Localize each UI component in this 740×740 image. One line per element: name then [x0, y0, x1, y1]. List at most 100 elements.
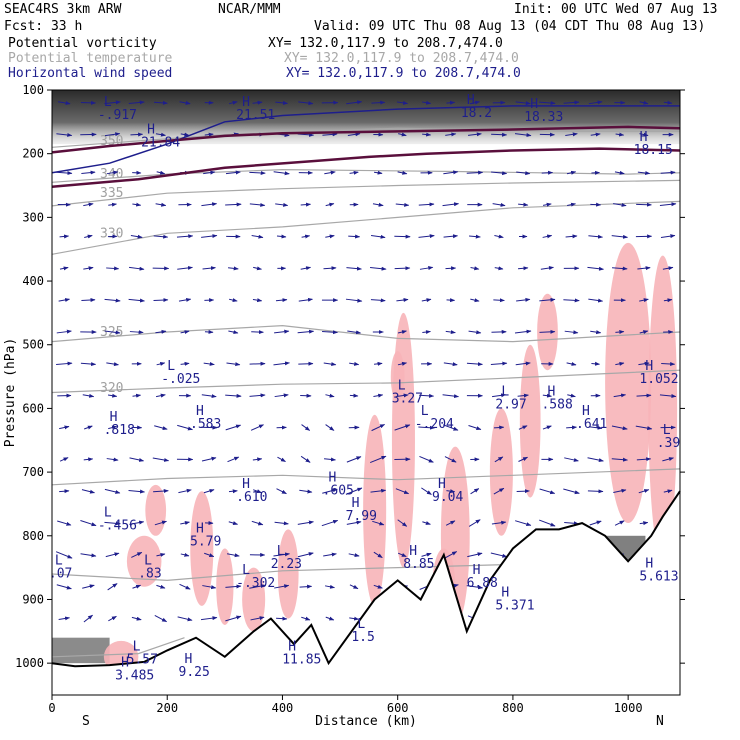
- wind-vector: [83, 457, 94, 462]
- wind-vector: [155, 132, 166, 137]
- wind-vector: [444, 456, 457, 463]
- wind-vector: [226, 553, 240, 558]
- x-axis-label: Distance (km): [315, 714, 417, 729]
- pink-region: [391, 312, 415, 568]
- wind-vector: [514, 329, 532, 334]
- wind-vector: [201, 394, 217, 399]
- wind-vector: [542, 393, 552, 398]
- wind-vector: [203, 361, 215, 366]
- pink-region: [216, 548, 234, 625]
- wind-vector: [251, 234, 264, 239]
- wind-vector: [419, 266, 434, 270]
- pink-region: [277, 529, 299, 619]
- wind-vector: [517, 266, 529, 271]
- wind-vector: [225, 584, 242, 589]
- y-tick-label: 900: [22, 592, 44, 606]
- wind-vector: [613, 393, 627, 398]
- wind-vector: [468, 330, 482, 335]
- theta-contour: [51, 179, 681, 207]
- wind-vector: [300, 202, 312, 207]
- extremum-value: 8.85: [403, 557, 434, 572]
- wind-vector: [82, 584, 95, 589]
- wind-vector: [636, 202, 652, 207]
- wind-vector: [275, 298, 288, 303]
- wind-vector: [348, 234, 361, 239]
- extremum-value: 3.27: [392, 391, 423, 406]
- extremum-marker: H: [329, 471, 337, 486]
- extremum-marker: L: [144, 553, 152, 568]
- pv-shading-lower: [52, 637, 110, 664]
- extremum-marker: H: [185, 652, 193, 667]
- legend-label-wind: Horizontal wind speed: [8, 66, 173, 81]
- extremum-value: 6.88: [467, 576, 498, 591]
- wind-vector: [636, 457, 652, 462]
- wind-vector: [493, 425, 505, 430]
- wind-vector: [250, 616, 265, 621]
- wind-vector: [349, 584, 359, 590]
- wind-vector: [104, 521, 121, 526]
- wind-vector: [273, 361, 290, 366]
- wind-vector: [56, 584, 72, 590]
- wind-vector: [349, 361, 360, 366]
- wind-vector: [394, 266, 411, 271]
- x-tick-label: 1000: [614, 701, 643, 715]
- wind-vector: [129, 457, 145, 462]
- wind-vector: [518, 425, 528, 430]
- pink-region: [145, 484, 167, 536]
- wind-vector: [370, 266, 387, 271]
- wind-vector: [516, 171, 531, 176]
- wind-vector: [539, 519, 556, 527]
- wind-vector: [129, 330, 144, 335]
- extremum-marker: H: [473, 563, 481, 578]
- wind-vector: [567, 393, 576, 398]
- wind-vector: [104, 298, 121, 303]
- theta-contour: [51, 324, 681, 343]
- wind-vector: [276, 616, 288, 621]
- wind-vector: [615, 361, 625, 366]
- wind-vector: [394, 424, 411, 431]
- wind-vector: [155, 393, 166, 398]
- wind-vector: [301, 616, 311, 621]
- wind-vector: [491, 132, 508, 137]
- wind-vector: [542, 202, 552, 207]
- extremum-marker: L: [242, 563, 250, 578]
- wind-vector: [639, 298, 649, 303]
- wind-vector: [128, 489, 146, 494]
- endpoint-right-label: N: [656, 714, 664, 729]
- wind-vector: [180, 552, 190, 557]
- wind-vector: [108, 202, 117, 207]
- x-tick-label: 200: [156, 701, 178, 715]
- wind-vector: [614, 520, 625, 526]
- y-tick-label: 1000: [15, 656, 44, 670]
- wind-vector: [396, 393, 409, 398]
- extremum-value: .583: [190, 417, 221, 432]
- wind-vector: [106, 362, 119, 367]
- wind-vector: [229, 298, 238, 303]
- wind-vector: [539, 329, 556, 334]
- wind-vector: [373, 170, 383, 175]
- wind-vector: [637, 266, 651, 271]
- wind-vector: [590, 202, 602, 207]
- extremum-value: 21.51: [236, 108, 275, 123]
- extremum-marker: H: [582, 404, 590, 419]
- extremum-marker: H: [530, 97, 538, 112]
- extremum-marker: L: [398, 378, 406, 393]
- wind-vector: [324, 457, 336, 462]
- extremum-value: .39: [657, 436, 680, 451]
- pink-region: [489, 408, 513, 536]
- extremum-marker: L: [167, 359, 175, 374]
- wind-vector: [587, 457, 604, 463]
- wind-vector: [591, 361, 600, 366]
- wind-vector: [325, 393, 335, 398]
- wind-vector: [445, 266, 457, 271]
- x-tick-label: 600: [387, 701, 409, 715]
- wind-vector: [107, 393, 118, 398]
- wind-vector: [590, 330, 602, 335]
- wind-vector: [419, 393, 435, 398]
- extremum-marker: H: [288, 639, 296, 654]
- wind-vector: [83, 614, 93, 623]
- wind-vector: [370, 488, 387, 493]
- wind-vector: [418, 202, 435, 207]
- wind-vector: [446, 100, 456, 105]
- wind-vector: [659, 202, 677, 207]
